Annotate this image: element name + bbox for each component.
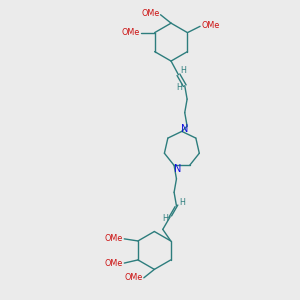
Text: N: N [181,124,189,134]
Text: OMe: OMe [142,9,160,18]
Text: OMe: OMe [124,273,142,282]
Text: OMe: OMe [202,21,220,30]
Text: OMe: OMe [105,259,123,268]
Text: H: H [176,83,182,92]
Text: H: H [179,198,185,207]
Text: OMe: OMe [105,234,123,243]
Text: H: H [162,214,168,224]
Text: H: H [181,66,187,75]
Text: OMe: OMe [121,28,140,37]
Text: N: N [174,164,181,173]
